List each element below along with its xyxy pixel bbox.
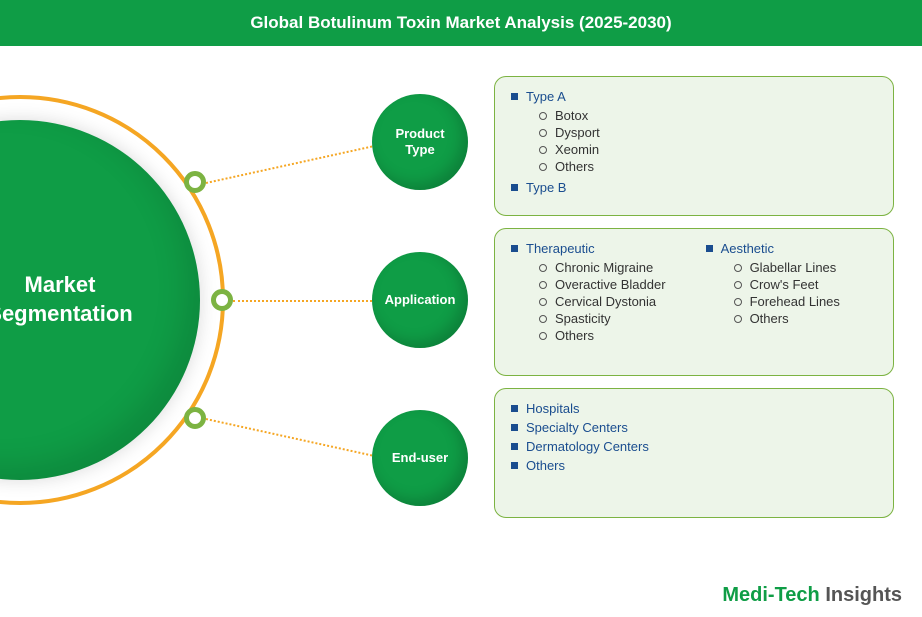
- brand-part2: Insights: [825, 584, 902, 606]
- square-bullet-icon: [511, 245, 518, 252]
- sub-list-item-label: Cervical Dystonia: [555, 294, 656, 309]
- sub-list-item-label: Overactive Bladder: [555, 277, 666, 292]
- square-bullet-icon: [511, 405, 518, 412]
- sub-list-item-label: Crow's Feet: [750, 277, 819, 292]
- sub-list-item: Others: [734, 311, 840, 326]
- panel-column: Hospitals Specialty Centers Dermatology Ce…: [511, 401, 649, 505]
- square-bullet-icon: [511, 93, 518, 100]
- panel-column: Type A Botox Dysport Xeomin Others Type B: [511, 89, 600, 203]
- connector-line-0: [206, 142, 388, 184]
- circle-bullet-icon: [539, 281, 547, 289]
- panel-column: Therapeutic Chronic Migraine Overactive Bl…: [511, 241, 666, 363]
- circle-bullet-icon: [539, 163, 547, 171]
- sub-list-item-label: Others: [555, 159, 594, 174]
- circle-bullet-icon: [539, 146, 547, 154]
- panel-product-type: Type A Botox Dysport Xeomin Others Type B: [494, 76, 894, 216]
- connector-marker-1: [211, 289, 233, 311]
- sub-list-item-label: Glabellar Lines: [750, 260, 837, 275]
- circle-bullet-icon: [734, 281, 742, 289]
- brand-part1: Medi-Tech: [722, 584, 825, 606]
- footer-brand: Medi-Tech Insights: [722, 584, 902, 607]
- sub-list-item: Overactive Bladder: [539, 277, 666, 292]
- list-item: Others: [511, 458, 649, 473]
- category-circle-end-user: End-user: [372, 410, 468, 506]
- sub-list-item-label: Others: [750, 311, 789, 326]
- sub-list-item: Cervical Dystonia: [539, 294, 666, 309]
- sub-list-item: Spasticity: [539, 311, 666, 326]
- sub-list-item: Dysport: [539, 125, 600, 140]
- list-item-label: Dermatology Centers: [526, 439, 649, 454]
- main-circle-label: MarketSegmentation: [0, 271, 133, 328]
- panel-column: Aesthetic Glabellar Lines Crow's Feet Foreh…: [706, 241, 840, 363]
- list-item-label: Aesthetic: [721, 241, 774, 256]
- list-item-label: Hospitals: [526, 401, 579, 416]
- sub-list: Botox Dysport Xeomin Others: [539, 108, 600, 174]
- sub-list-item: Others: [539, 159, 600, 174]
- panel-end-user: Hospitals Specialty Centers Dermatology Ce…: [494, 388, 894, 518]
- connector-marker-0: [184, 171, 206, 193]
- sub-list-item: Forehead Lines: [734, 294, 840, 309]
- sub-list-item: Botox: [539, 108, 600, 123]
- sub-list: Glabellar Lines Crow's Feet Forehead Lines…: [734, 260, 840, 326]
- circle-bullet-icon: [539, 264, 547, 272]
- sub-list-item-label: Dysport: [555, 125, 600, 140]
- list-item: Therapeutic: [511, 241, 666, 256]
- list-item-label: Type A: [526, 89, 566, 104]
- list-item: Dermatology Centers: [511, 439, 649, 454]
- sub-list-item-label: Others: [555, 328, 594, 343]
- sub-list-item-label: Chronic Migraine: [555, 260, 653, 275]
- sub-list-item-label: Forehead Lines: [750, 294, 840, 309]
- sub-list-item: Chronic Migraine: [539, 260, 666, 275]
- category-circle-application: Application: [372, 252, 468, 348]
- circle-bullet-icon: [734, 264, 742, 272]
- category-circle-product-type: ProductType: [372, 94, 468, 190]
- list-item-label: Type B: [526, 180, 566, 195]
- square-bullet-icon: [706, 245, 713, 252]
- list-item-label: Specialty Centers: [526, 420, 628, 435]
- page-header: Global Botulinum Toxin Market Analysis (…: [0, 0, 922, 46]
- sub-list-item: Crow's Feet: [734, 277, 840, 292]
- sub-list-item-label: Spasticity: [555, 311, 611, 326]
- sub-list-item: Glabellar Lines: [734, 260, 840, 275]
- list-item: Type A: [511, 89, 600, 104]
- list-item: Aesthetic: [706, 241, 840, 256]
- list-item: Type B: [511, 180, 600, 195]
- sub-list-item: Xeomin: [539, 142, 600, 157]
- sub-list-item-label: Botox: [555, 108, 588, 123]
- page-title: Global Botulinum Toxin Market Analysis (…: [250, 13, 671, 33]
- sub-list-item-label: Xeomin: [555, 142, 599, 157]
- circle-bullet-icon: [539, 315, 547, 323]
- sub-list: Chronic Migraine Overactive Bladder Cervic…: [539, 260, 666, 343]
- list-item: Specialty Centers: [511, 420, 649, 435]
- circle-bullet-icon: [539, 298, 547, 306]
- square-bullet-icon: [511, 443, 518, 450]
- circle-bullet-icon: [539, 332, 547, 340]
- list-item-label: Others: [526, 458, 565, 473]
- connector-line-2: [206, 418, 388, 460]
- square-bullet-icon: [511, 462, 518, 469]
- connector-marker-2: [184, 407, 206, 429]
- list-item-label: Therapeutic: [526, 241, 595, 256]
- circle-bullet-icon: [539, 112, 547, 120]
- panel-application: Therapeutic Chronic Migraine Overactive Bl…: [494, 228, 894, 376]
- square-bullet-icon: [511, 184, 518, 191]
- square-bullet-icon: [511, 424, 518, 431]
- circle-bullet-icon: [539, 129, 547, 137]
- sub-list-item: Others: [539, 328, 666, 343]
- circle-bullet-icon: [734, 298, 742, 306]
- connector-line-1: [233, 300, 388, 302]
- circle-bullet-icon: [734, 315, 742, 323]
- list-item: Hospitals: [511, 401, 649, 416]
